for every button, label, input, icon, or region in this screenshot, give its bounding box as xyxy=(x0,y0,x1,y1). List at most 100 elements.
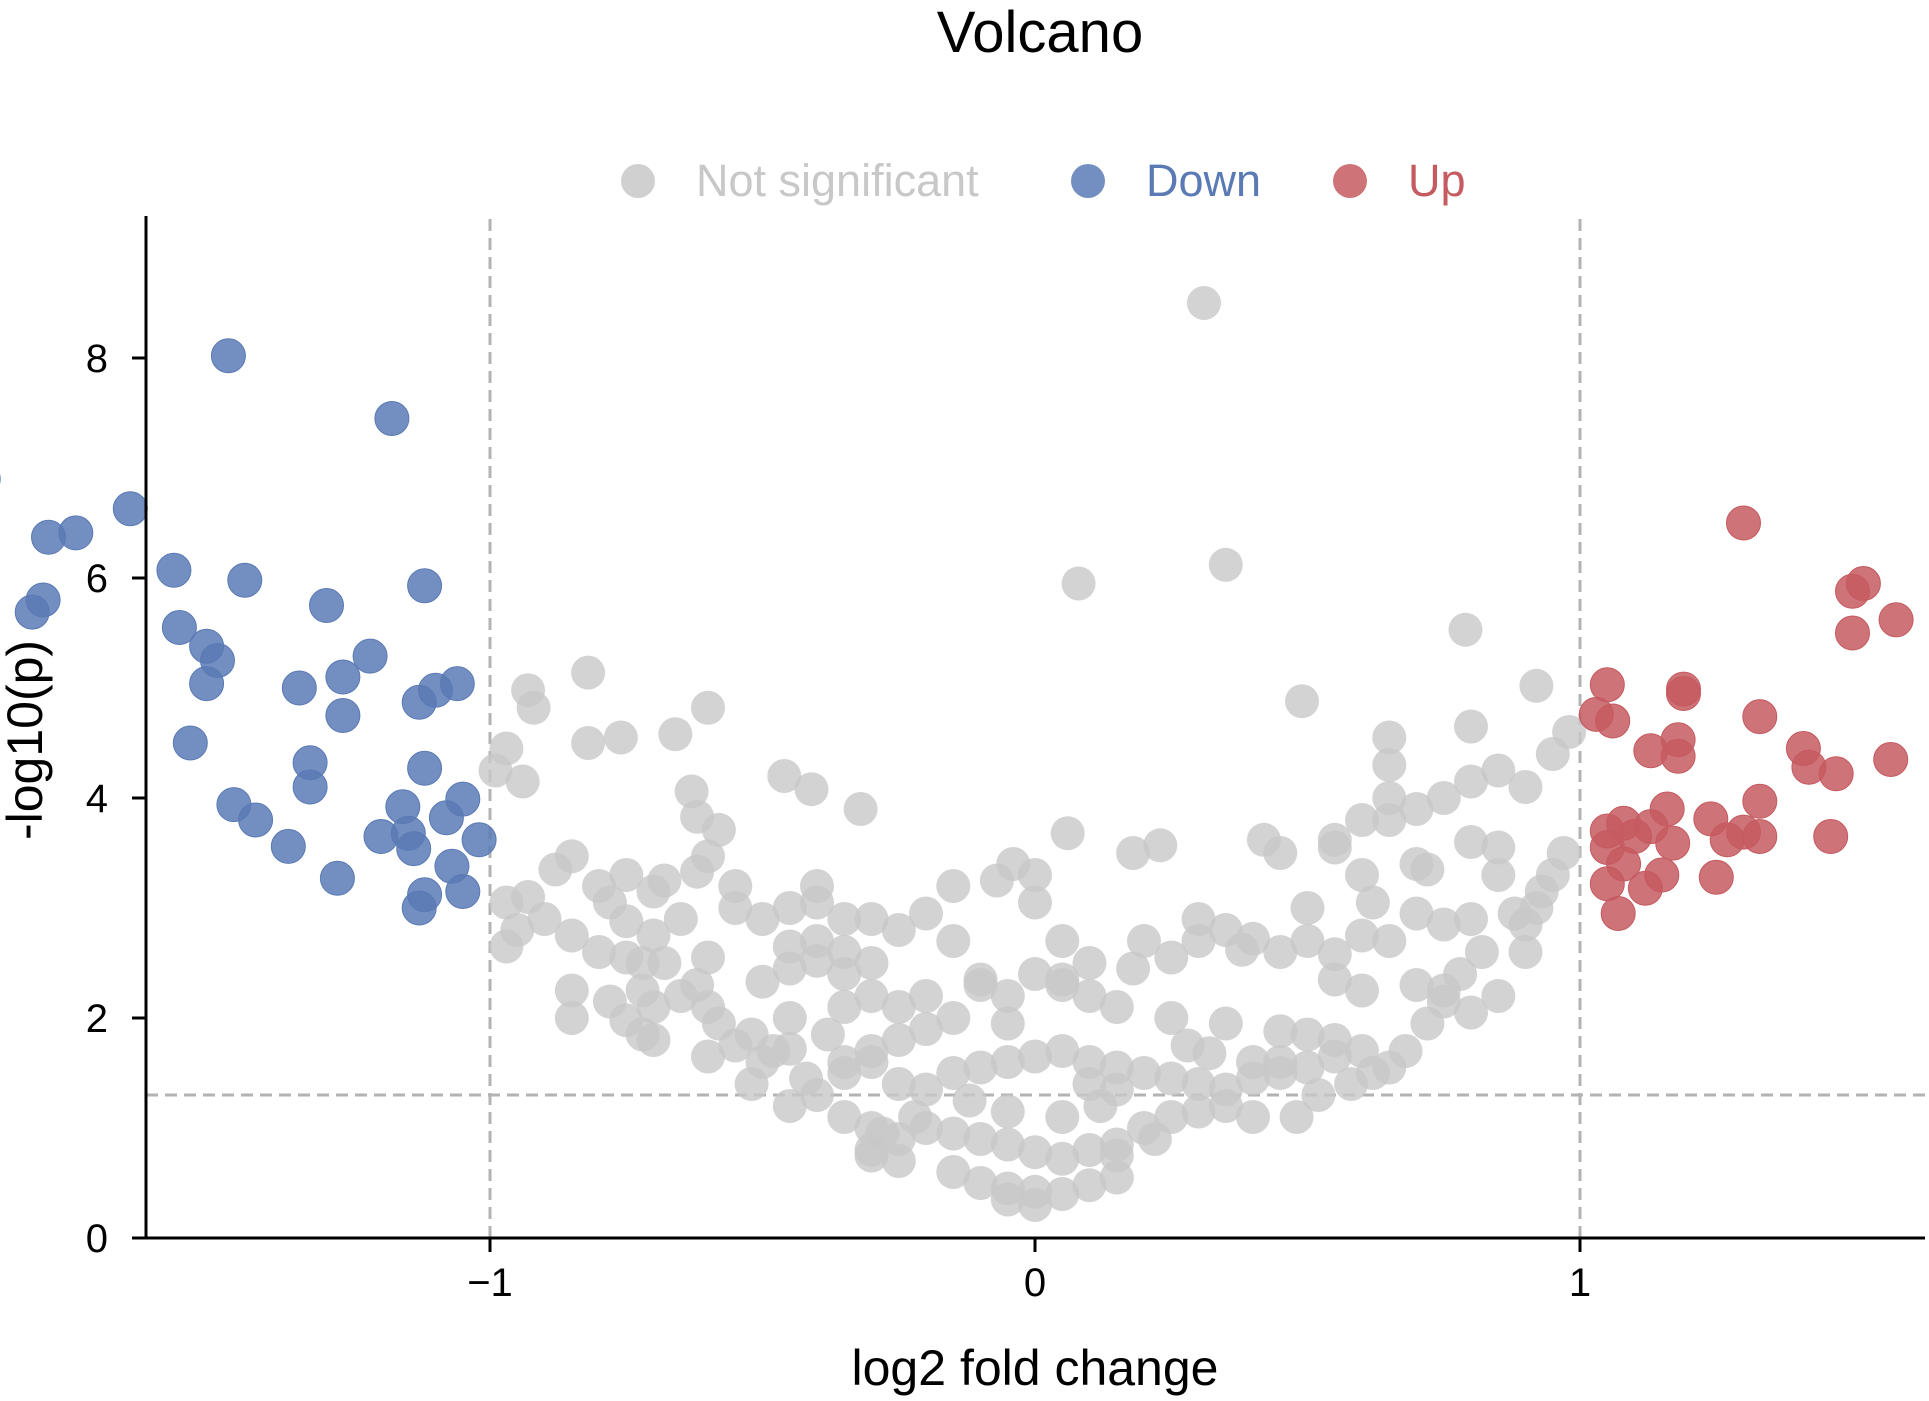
point-not-significant xyxy=(1317,822,1352,857)
point-not-significant xyxy=(554,1001,589,1035)
point-not-significant xyxy=(909,1012,943,1046)
point-up xyxy=(1813,819,1849,854)
point-not-significant xyxy=(1454,709,1488,744)
point-not-significant xyxy=(827,1045,862,1079)
point-down xyxy=(396,831,432,867)
point-up xyxy=(1595,703,1631,739)
point-not-significant xyxy=(1481,979,1516,1013)
point-not-significant xyxy=(538,852,573,887)
point-not-significant xyxy=(571,726,606,760)
series-not-significant xyxy=(478,286,1587,1222)
point-down xyxy=(325,659,361,695)
point-not-significant xyxy=(772,891,807,925)
point-not-significant xyxy=(800,885,834,920)
point-not-significant xyxy=(881,1023,916,1057)
point-not-significant xyxy=(1372,924,1407,958)
y-tick-label: 0 xyxy=(86,1217,108,1261)
point-not-significant xyxy=(1099,1138,1134,1173)
point-not-significant xyxy=(1290,891,1325,925)
point-down xyxy=(270,828,306,864)
point-not-significant xyxy=(1345,858,1379,892)
point-not-significant xyxy=(1236,1100,1270,1134)
point-not-significant xyxy=(1018,957,1052,991)
point-not-significant xyxy=(990,1006,1025,1041)
point-not-significant xyxy=(1372,748,1407,782)
point-not-significant xyxy=(1355,885,1390,920)
point-not-significant xyxy=(1072,1133,1107,1167)
point-not-significant xyxy=(772,929,807,964)
point-not-significant xyxy=(1018,1188,1052,1222)
point-down xyxy=(172,725,208,761)
point-not-significant xyxy=(1072,946,1107,980)
point-not-significant xyxy=(1187,286,1221,320)
point-up xyxy=(1742,783,1778,819)
point-not-significant xyxy=(1454,764,1488,799)
point-not-significant xyxy=(963,1050,998,1085)
point-not-significant xyxy=(1372,720,1407,755)
point-not-significant xyxy=(854,902,889,936)
point-not-significant xyxy=(772,1089,807,1123)
point-up xyxy=(1589,667,1625,703)
point-not-significant xyxy=(854,946,889,980)
point-not-significant xyxy=(843,792,878,826)
point-not-significant xyxy=(1045,1177,1080,1211)
point-not-significant xyxy=(718,869,753,903)
series-up xyxy=(1578,505,1914,931)
point-up xyxy=(1726,505,1761,541)
point-not-significant xyxy=(1236,1045,1270,1079)
point-up xyxy=(1878,602,1914,638)
point-up xyxy=(1835,615,1870,651)
point-not-significant xyxy=(963,1166,998,1200)
point-not-significant xyxy=(756,1034,791,1068)
point-up xyxy=(1845,566,1881,601)
x-axis-label: log2 fold change xyxy=(852,1340,1219,1396)
point-not-significant xyxy=(936,924,971,958)
point-not-significant xyxy=(1317,1023,1352,1057)
point-not-significant xyxy=(1154,940,1189,975)
point-not-significant xyxy=(1481,830,1516,865)
point-not-significant xyxy=(936,1116,971,1151)
point-not-significant xyxy=(827,1100,862,1134)
threshold-lines xyxy=(146,216,1925,1238)
point-not-significant xyxy=(854,979,889,1013)
point-not-significant xyxy=(527,902,562,936)
point-not-significant xyxy=(1481,753,1516,788)
point-not-significant xyxy=(810,1017,845,1052)
point-up xyxy=(1818,756,1854,792)
point-not-significant xyxy=(1154,1061,1189,1096)
point-up xyxy=(1627,870,1663,906)
point-down xyxy=(238,802,274,838)
point-not-significant xyxy=(647,863,682,898)
point-not-significant xyxy=(990,1127,1025,1162)
point-not-significant xyxy=(1181,1067,1216,1101)
point-not-significant xyxy=(1497,896,1532,931)
point-not-significant xyxy=(963,1122,998,1156)
point-up xyxy=(1742,819,1778,854)
point-not-significant xyxy=(1045,924,1080,958)
point-not-significant xyxy=(1448,612,1483,647)
point-down xyxy=(156,552,192,588)
point-not-significant xyxy=(1018,1135,1052,1170)
point-down xyxy=(461,822,497,858)
point-up xyxy=(1600,896,1636,931)
point-not-significant xyxy=(881,913,916,947)
point-not-significant xyxy=(1099,990,1134,1024)
point-not-significant xyxy=(1552,715,1587,749)
point-not-significant xyxy=(674,774,709,809)
point-down xyxy=(58,515,94,551)
point-not-significant xyxy=(881,1067,916,1101)
point-not-significant xyxy=(1208,547,1243,582)
point-not-significant xyxy=(663,902,698,936)
point-not-significant xyxy=(1018,858,1052,892)
chart-title: Volcano xyxy=(937,0,1143,65)
point-not-significant xyxy=(1263,935,1298,969)
point-not-significant xyxy=(701,812,736,847)
point-down xyxy=(14,594,50,630)
point-not-significant xyxy=(680,854,715,889)
point-not-significant xyxy=(1246,822,1281,857)
x-tick-label: 1 xyxy=(1569,1261,1591,1305)
point-down xyxy=(281,670,317,706)
legend-label-up: Up xyxy=(1408,155,1466,206)
point-not-significant xyxy=(1045,1141,1080,1176)
legend-marker-not-significant xyxy=(621,164,655,198)
